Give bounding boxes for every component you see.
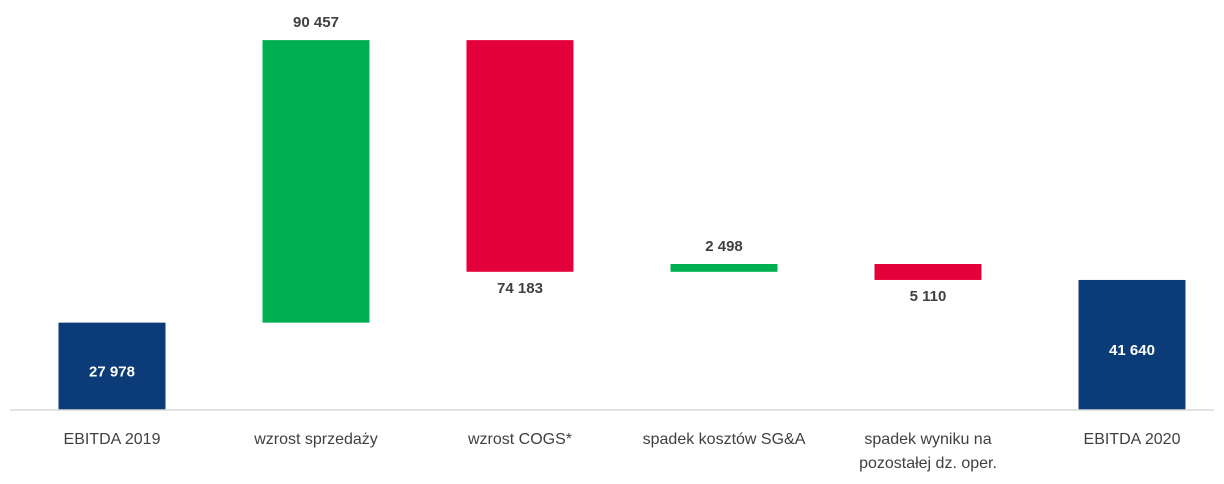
x-tick-label: spadek kosztów SG&A bbox=[642, 431, 806, 448]
x-tick-label: wzrost COGS* bbox=[467, 431, 572, 448]
data-label: 90 457 bbox=[293, 14, 339, 31]
x-tick-label: EBITDA 2020 bbox=[1083, 431, 1181, 448]
x-tick-label: EBITDA 2019 bbox=[63, 431, 161, 448]
bar bbox=[1078, 279, 1186, 410]
data-label: 41 640 bbox=[1109, 342, 1155, 359]
data-label: 2 498 bbox=[705, 238, 743, 255]
data-label: 74 183 bbox=[497, 280, 543, 297]
x-tick-label: wzrost sprzedaży bbox=[254, 431, 378, 448]
bar bbox=[466, 40, 574, 272]
bar bbox=[874, 263, 982, 280]
bar bbox=[262, 40, 370, 323]
data-label: 27 978 bbox=[89, 363, 135, 380]
data-label: 5 110 bbox=[910, 288, 947, 305]
bar bbox=[58, 322, 166, 410]
x-tick-label: spadek wyniku na pozostałej dz. oper. bbox=[859, 431, 997, 472]
bar bbox=[670, 263, 778, 272]
